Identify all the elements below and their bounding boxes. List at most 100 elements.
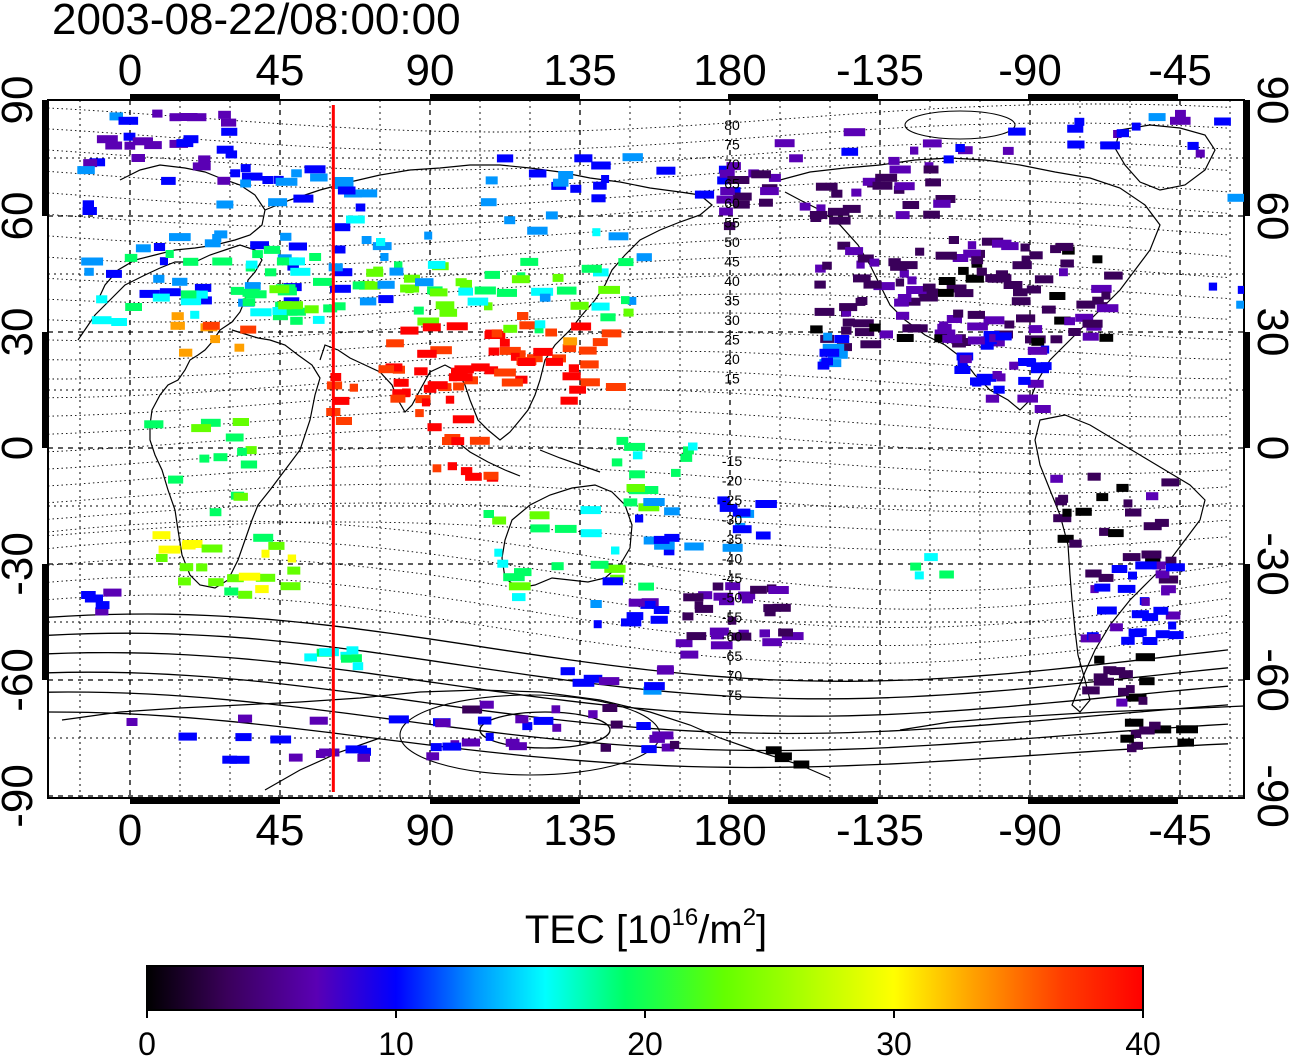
tec-cell [389, 267, 404, 276]
tec-cell [276, 257, 299, 266]
lat-tick-label: 30 [0, 308, 42, 357]
tec-cell [822, 343, 845, 352]
tec-cell [841, 326, 852, 335]
tec-cell [719, 207, 733, 216]
tec-cell [192, 162, 211, 171]
tec-cell [995, 332, 1012, 341]
tec-cell [331, 245, 346, 254]
tec-cell [1130, 730, 1142, 738]
tec-cell [1135, 561, 1157, 570]
tec-cell [304, 653, 317, 662]
tec-cell [1075, 507, 1092, 516]
tec-cell [253, 533, 274, 542]
colorbar-tick-label: 0 [138, 1026, 156, 1057]
tec-cell [727, 176, 750, 184]
tec-cell [125, 303, 142, 311]
tec-cell [1141, 550, 1162, 559]
tec-cell [902, 324, 921, 333]
tec-cell [208, 578, 224, 587]
tec-cell [967, 322, 988, 331]
tec-cell [529, 511, 550, 520]
tec-cell [992, 239, 1012, 248]
tec-cell [994, 274, 1012, 283]
tec-cell [194, 283, 212, 292]
lat-tick-label: 0 [1248, 436, 1292, 460]
tec-cell [222, 755, 238, 764]
tec-cell [304, 165, 326, 174]
lon-tick-label: 45 [256, 806, 305, 855]
tec-cell [426, 752, 440, 761]
tec-cell [1067, 140, 1085, 149]
tec-cell [923, 210, 940, 219]
tec-cell [1165, 556, 1177, 565]
tec-cell [959, 355, 972, 364]
tec-cell [1096, 304, 1119, 313]
tec-cell [1271, 290, 1288, 298]
tec-cell [508, 742, 527, 751]
contour-label: -50 [722, 590, 742, 606]
tec-cell [1020, 243, 1030, 252]
tec-cell [1054, 316, 1071, 325]
contour-label: 35 [724, 293, 740, 309]
contour-label: -65 [722, 648, 742, 664]
tec-cell [234, 343, 245, 352]
tec-cell [534, 320, 546, 329]
tec-cell [242, 298, 256, 307]
tec-cell [828, 207, 850, 216]
tec-cell [762, 638, 782, 647]
tec-cell [938, 277, 956, 285]
tec-cell [732, 525, 752, 534]
tec-cell [545, 328, 557, 337]
tec-cell [1135, 653, 1155, 662]
tec-cell [1120, 734, 1134, 743]
contour-label: -60 [722, 629, 742, 645]
tec-cell [95, 601, 110, 610]
tec-cell [224, 587, 239, 596]
tec-cell [528, 169, 547, 178]
tec-cell [661, 743, 675, 752]
contour-label: -35 [722, 531, 742, 547]
tec-cell [202, 321, 220, 330]
tec-cell [504, 216, 516, 225]
tec-cell [1170, 116, 1191, 125]
tec-cell [853, 319, 874, 328]
tec-cell [159, 257, 168, 266]
tec-cell [1122, 553, 1141, 562]
tec-cell [888, 258, 901, 267]
tec-cell [1049, 292, 1066, 300]
tec-cell [663, 547, 675, 556]
tec-cell [1041, 305, 1056, 314]
tec-cell [417, 317, 440, 326]
tec-cell [1161, 478, 1180, 487]
tec-cell [1099, 333, 1114, 342]
tec-cell [972, 378, 982, 387]
tec-cell [81, 257, 104, 266]
tec-cell [290, 267, 311, 276]
tec-cell [925, 178, 941, 187]
tec-cell [199, 454, 210, 463]
tec-cell [910, 146, 919, 155]
tec-cell [726, 162, 741, 171]
tec-cell [280, 582, 301, 591]
tec-cell [939, 570, 954, 579]
tec-cell [1004, 320, 1015, 329]
tec-cell [562, 344, 577, 353]
tec-cell [252, 250, 263, 259]
tec-cell [82, 207, 97, 215]
tec-cell [287, 262, 299, 271]
tec-cell [1097, 606, 1117, 615]
lat-tick-label: -30 [0, 532, 42, 596]
tec-cell [1236, 300, 1244, 309]
tec-cell [965, 274, 984, 283]
tec-cell [229, 755, 250, 764]
tec-cell [572, 678, 595, 687]
tec-cell [823, 332, 833, 341]
tec-cell [1124, 718, 1144, 727]
tec-cell [1155, 630, 1170, 639]
tec-cell [503, 324, 518, 333]
lon-axis-top: 0 45 90 135 180 -135 -90 -45 [118, 46, 1212, 95]
tec-cell [485, 176, 498, 185]
tec-cell [123, 132, 136, 141]
tec-cell [716, 195, 734, 204]
tec-cell [245, 290, 267, 299]
